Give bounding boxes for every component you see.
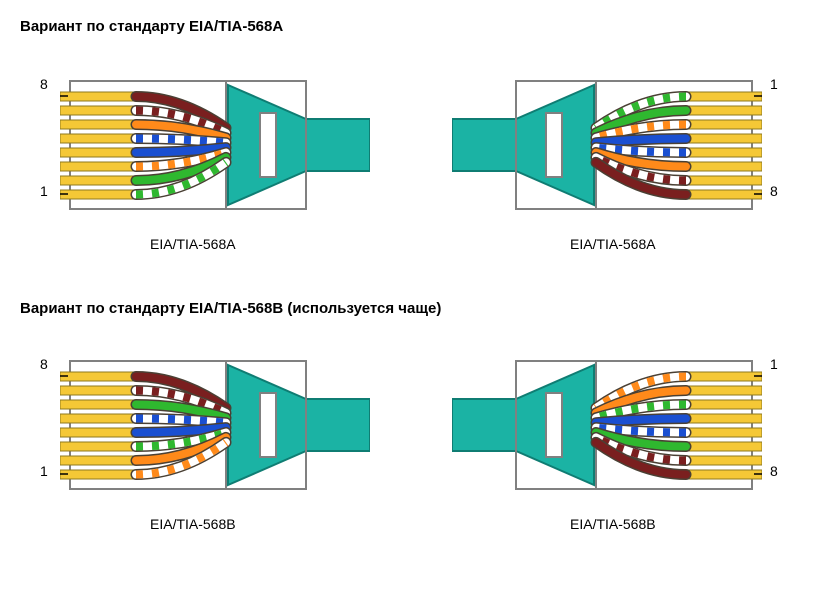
connector-pin: [686, 162, 762, 171]
connector-pin: [686, 176, 762, 185]
connector-pin: [60, 428, 136, 437]
rj45-connector: [60, 345, 370, 505]
connector-pin: [686, 372, 762, 381]
connector-pin: [686, 400, 762, 409]
connector-pin: [686, 414, 762, 423]
pin-1-b-right: 1: [770, 356, 778, 372]
connector-pin: [60, 134, 136, 143]
connector-pin: [686, 428, 762, 437]
connector-connector_b_right: [452, 345, 762, 505]
connector-clip: [546, 393, 562, 457]
connector-pin: [60, 162, 136, 171]
rj45-connector: [452, 345, 762, 505]
pin-1-a-right: 1: [770, 76, 778, 92]
connector-pin: [686, 92, 762, 101]
connector-pin: [60, 372, 136, 381]
connector-connector_a_left: [60, 65, 370, 225]
connector-pin: [60, 148, 136, 157]
connector-pin: [686, 106, 762, 115]
pin-8-a-right: 8: [770, 183, 778, 199]
connector-connector_b_left: [60, 345, 370, 505]
wire: [596, 419, 686, 423]
connector-pin: [686, 456, 762, 465]
connector-pin: [60, 400, 136, 409]
connector-pin: [60, 190, 136, 199]
caption-b-left: EIA/TIA-568B: [150, 516, 236, 532]
rj45-connector: [60, 65, 370, 225]
wire: [136, 139, 226, 143]
pin-8-b-left: 8: [40, 356, 48, 372]
connector-pin: [60, 456, 136, 465]
connector-pin: [60, 470, 136, 479]
connector-clip: [260, 113, 276, 177]
wire: [596, 139, 686, 143]
connector-clip: [546, 113, 562, 177]
connector-pin: [60, 92, 136, 101]
pin-1-a-left: 1: [40, 183, 48, 199]
cable-boot: [452, 365, 594, 485]
cable-boot: [452, 85, 594, 205]
connector-clip: [260, 393, 276, 457]
caption-b-right: EIA/TIA-568B: [570, 516, 656, 532]
connector-connector_a_right: [452, 65, 762, 225]
rj45-connector: [452, 65, 762, 225]
connector-pin: [60, 414, 136, 423]
wire: [136, 419, 226, 423]
connector-pin: [686, 190, 762, 199]
pin-1-b-left: 1: [40, 463, 48, 479]
cable-boot: [228, 365, 370, 485]
connector-pin: [60, 176, 136, 185]
connector-pin: [686, 120, 762, 129]
pin-8-a-left: 8: [40, 76, 48, 92]
connector-pin: [686, 442, 762, 451]
section-title-a: Вариант по стандарту EIA/TIA-568A: [20, 18, 283, 35]
caption-a-right: EIA/TIA-568A: [570, 236, 656, 252]
section-title-b: Вариант по стандарту EIA/TIA-568B (испол…: [20, 300, 441, 317]
connector-pin: [686, 386, 762, 395]
connector-pin: [686, 148, 762, 157]
caption-a-left: EIA/TIA-568A: [150, 236, 236, 252]
connector-pin: [686, 470, 762, 479]
pin-8-b-right: 8: [770, 463, 778, 479]
connector-pin: [60, 442, 136, 451]
connector-pin: [60, 120, 136, 129]
connector-pin: [60, 106, 136, 115]
connector-pin: [60, 386, 136, 395]
connector-pin: [686, 134, 762, 143]
cable-boot: [228, 85, 370, 205]
